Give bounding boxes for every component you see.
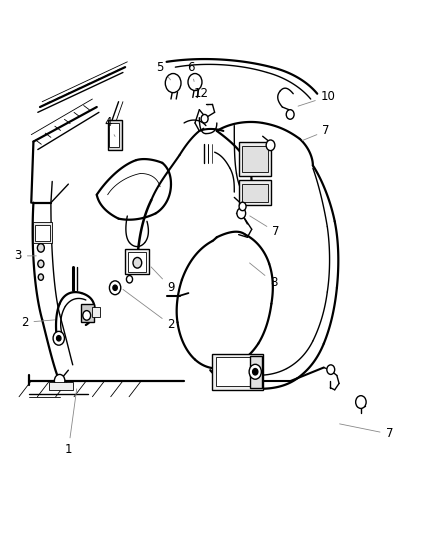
Circle shape <box>54 374 65 387</box>
Bar <box>239 142 272 176</box>
Circle shape <box>113 285 117 290</box>
Text: 10: 10 <box>298 90 336 106</box>
Bar <box>242 146 268 172</box>
Circle shape <box>201 115 208 123</box>
Circle shape <box>356 395 366 408</box>
Bar <box>35 225 50 241</box>
Bar <box>212 354 263 390</box>
Text: 7: 7 <box>302 124 330 141</box>
Circle shape <box>38 260 44 268</box>
Bar <box>92 308 100 317</box>
Circle shape <box>53 332 64 345</box>
Circle shape <box>249 365 261 379</box>
Circle shape <box>110 281 121 295</box>
Text: 2: 2 <box>21 316 55 329</box>
Text: 7: 7 <box>250 216 279 238</box>
Text: 7: 7 <box>339 424 393 440</box>
Circle shape <box>165 74 181 93</box>
Text: 8: 8 <box>250 263 277 289</box>
Bar <box>242 184 268 202</box>
Text: 3: 3 <box>14 249 36 262</box>
Circle shape <box>57 336 61 341</box>
Text: 2: 2 <box>123 289 175 332</box>
Bar <box>49 382 73 390</box>
Circle shape <box>266 140 275 151</box>
Bar <box>125 249 149 274</box>
Bar <box>108 120 122 150</box>
Text: 9: 9 <box>151 267 175 294</box>
Text: 12: 12 <box>194 87 209 106</box>
Text: 5: 5 <box>156 61 170 80</box>
Text: 6: 6 <box>187 61 194 82</box>
Circle shape <box>37 244 44 252</box>
Circle shape <box>188 74 202 91</box>
Bar <box>239 180 272 205</box>
Circle shape <box>327 365 335 374</box>
Bar <box>33 222 52 243</box>
Circle shape <box>127 276 133 283</box>
Circle shape <box>286 110 294 119</box>
Bar <box>109 123 120 147</box>
Bar <box>81 304 94 322</box>
Circle shape <box>38 274 43 280</box>
Bar <box>250 356 262 387</box>
Circle shape <box>239 202 246 211</box>
Circle shape <box>83 311 91 320</box>
Circle shape <box>237 208 246 219</box>
Circle shape <box>133 257 142 268</box>
Text: 4: 4 <box>104 117 115 136</box>
Text: 1: 1 <box>65 389 77 456</box>
Bar <box>128 252 146 272</box>
Bar <box>216 357 259 386</box>
Circle shape <box>253 368 258 375</box>
